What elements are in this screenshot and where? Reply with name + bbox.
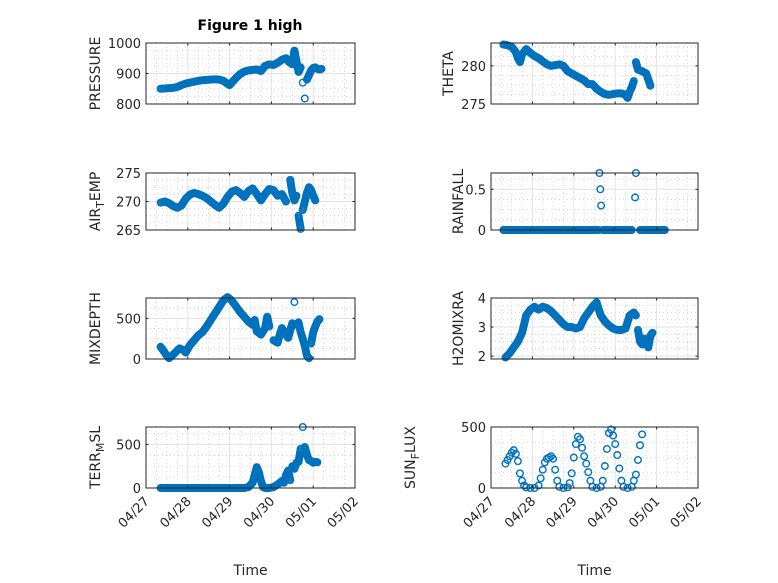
mixdepth-ytick-label: 0 <box>133 353 141 368</box>
mixdepth-ytick-label: 500 <box>116 312 141 327</box>
air-temp-data-point <box>310 195 319 204</box>
rainfall-ytick-label: 0 <box>478 224 486 239</box>
theta-data-point <box>629 78 638 87</box>
pressure-ytick-label: 900 <box>116 68 141 83</box>
rainfall-data-point <box>596 185 605 194</box>
air-temp-data-point <box>281 196 290 205</box>
sun-flux-data-point <box>515 469 524 478</box>
terr-msl-axes-box <box>145 426 356 489</box>
theta-data-point <box>645 80 654 89</box>
sun-flux-data-point <box>584 468 593 477</box>
sun-flux-data-point <box>513 457 522 466</box>
pressure-data-point <box>300 94 309 103</box>
sun-flux-data-point <box>633 455 642 464</box>
sun-flux-data-point <box>582 459 591 468</box>
sun-flux-data-point <box>615 464 624 473</box>
h2omixra-data-point <box>647 329 656 338</box>
theta-ylabel: THETA <box>441 51 457 97</box>
pressure-ylabel: PRESSURE <box>88 37 104 111</box>
sun-flux-data-point <box>631 470 640 479</box>
sun-flux-xlabel: Time <box>576 563 611 579</box>
terr-msl-ytick-label: 500 <box>116 438 141 453</box>
sun-flux-data-point <box>609 431 618 440</box>
sun-flux-data-point <box>613 451 622 460</box>
rainfall-data-point <box>631 193 640 202</box>
sun-flux-data-point <box>638 430 647 439</box>
sun-flux-data-point <box>565 479 574 488</box>
sun-flux-axes-box <box>490 426 699 489</box>
rainfall-ytick-label: 0.5 <box>465 183 486 198</box>
pressure-data-point <box>296 64 305 73</box>
mixdepth-data-point <box>265 321 274 330</box>
mixdepth-data-point <box>304 353 313 362</box>
sun-flux-data-point <box>598 476 607 485</box>
terr-msl-data-point <box>312 458 321 467</box>
sun-flux-data-point <box>551 465 560 474</box>
air-temp-ylabel: AIRTEMP <box>88 172 107 232</box>
air-temp-ytick-label: 265 <box>116 224 141 239</box>
air-temp-data-point <box>296 223 305 232</box>
sun-flux-data-point <box>522 483 531 492</box>
sun-flux-ylabel: SUNFLUX <box>403 426 422 489</box>
sun-flux-data-point <box>511 449 520 458</box>
sun-flux-data-point <box>576 435 585 444</box>
terr-msl-data-point <box>285 474 294 483</box>
pressure-ytick-label: 800 <box>116 98 141 113</box>
rainfall-axes-box <box>490 172 699 231</box>
pressure-data-point <box>316 65 325 74</box>
h2omixra-axes-box <box>490 297 699 360</box>
h2omixra-ytick-label: 2 <box>478 350 486 365</box>
sun-flux-data-point <box>563 483 572 492</box>
sun-flux-ytick-label: 500 <box>461 421 486 436</box>
mixdepth-axes-box <box>145 297 356 360</box>
sun-flux-data-point <box>536 474 545 483</box>
sun-flux-data-point <box>578 443 587 452</box>
mixdepth-ylabel: MIXDEPTH <box>88 292 104 365</box>
h2omixra-ylabel: H2OMIXRA <box>451 291 467 366</box>
sun-flux-data-point <box>611 440 620 449</box>
sun-flux-data-point <box>567 469 576 478</box>
sun-flux-data-point <box>534 481 543 490</box>
sun-flux-data-point <box>600 462 609 471</box>
sun-flux-data-point <box>518 476 527 485</box>
terr-msl-ylabel: TERRMSL <box>88 426 107 490</box>
theta-ytick-label: 275 <box>461 98 486 113</box>
sun-flux-data-point <box>571 440 580 449</box>
theta-ytick-label: 280 <box>461 60 486 75</box>
pressure-ytick-label: 1000 <box>108 37 141 52</box>
sun-flux-data-point <box>619 482 628 491</box>
figure-title: Figure 1 high <box>198 18 303 34</box>
sun-flux-data-point <box>538 465 547 474</box>
air-temp-data-point <box>291 192 300 201</box>
terr-msl-ytick-label: 0 <box>133 482 141 497</box>
theta-axes-box <box>490 42 699 105</box>
sun-flux-ytick-label: 0 <box>478 482 486 497</box>
terr-msl-xlabel: Time <box>232 563 267 579</box>
mixdepth-data-point <box>314 315 323 324</box>
sun-flux-data-point <box>636 441 645 450</box>
sun-flux-data-point <box>588 482 597 491</box>
rainfall-ylabel: RAINFALL <box>451 169 467 234</box>
sun-flux-data-point <box>549 454 558 463</box>
h2omixra-ytick-label: 3 <box>478 321 486 336</box>
sun-flux-data-point <box>602 444 611 453</box>
air-temp-ytick-label: 270 <box>116 196 141 211</box>
air-temp-ytick-label: 275 <box>116 167 141 182</box>
h2omixra-ytick-label: 4 <box>478 292 486 307</box>
mixdepth-data-point <box>290 298 299 307</box>
sun-flux-data-point <box>580 452 589 461</box>
h2omixra-data-point <box>631 310 640 319</box>
sun-flux-data-point <box>555 482 564 491</box>
rainfall-data-point <box>597 201 606 210</box>
sun-flux-data-point <box>569 453 578 462</box>
sun-flux-axes-background <box>491 427 698 488</box>
